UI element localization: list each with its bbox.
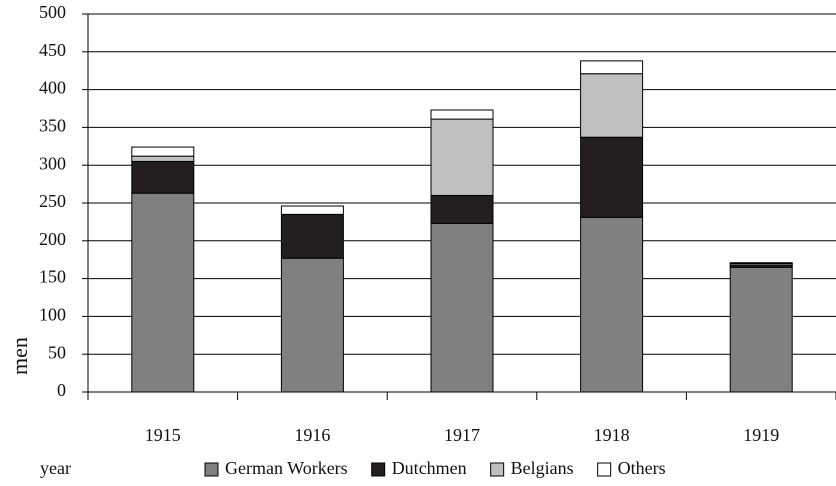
bar-segment — [131, 160, 195, 194]
bar-segment — [280, 213, 344, 259]
legend-swatch — [371, 462, 386, 477]
legend-swatch — [490, 462, 505, 477]
bar-segment — [430, 109, 494, 120]
x-tick-label: 1915 — [145, 425, 181, 445]
bar-segment — [430, 118, 494, 196]
x-tick-label: 1919 — [743, 425, 779, 445]
bar-segment — [131, 155, 195, 162]
legend-label: Others — [618, 458, 666, 478]
bar-segment — [131, 146, 195, 157]
bar-segment — [280, 257, 344, 393]
bar-segment — [580, 216, 644, 393]
bar-segment — [280, 205, 344, 215]
y-tick-label: 250 — [39, 191, 66, 211]
bar-segment — [430, 222, 494, 393]
y-tick-label: 300 — [39, 153, 66, 173]
legend-label: German Workers — [225, 458, 348, 478]
legend-swatch — [597, 462, 612, 477]
bar-segment — [729, 266, 793, 393]
y-tick-label: 0 — [57, 380, 66, 400]
legend-label: Belgians — [511, 458, 574, 478]
bar-segment — [131, 192, 195, 393]
x-axis-label: year — [40, 458, 71, 478]
legend-label: Dutchmen — [392, 458, 467, 478]
y-tick-label: 150 — [39, 267, 66, 287]
y-tick-label: 450 — [39, 40, 66, 60]
bar-segment — [580, 136, 644, 218]
x-tick-label: 1917 — [444, 425, 480, 445]
y-axis-label: men — [7, 337, 32, 375]
y-tick-label: 50 — [48, 342, 66, 362]
y-tick-label: 350 — [39, 116, 66, 136]
bar-segment — [430, 194, 494, 224]
y-tick-label: 500 — [39, 2, 66, 22]
x-tick-label: 1916 — [294, 425, 330, 445]
bar-segment — [729, 262, 793, 264]
y-tick-label: 200 — [39, 229, 66, 249]
bar-segment — [580, 60, 644, 75]
legend-swatch — [204, 462, 219, 477]
y-tick-label: 400 — [39, 78, 66, 98]
y-tick-label: 100 — [39, 305, 66, 325]
x-tick-label: 1918 — [594, 425, 630, 445]
bar-segment — [580, 73, 644, 138]
